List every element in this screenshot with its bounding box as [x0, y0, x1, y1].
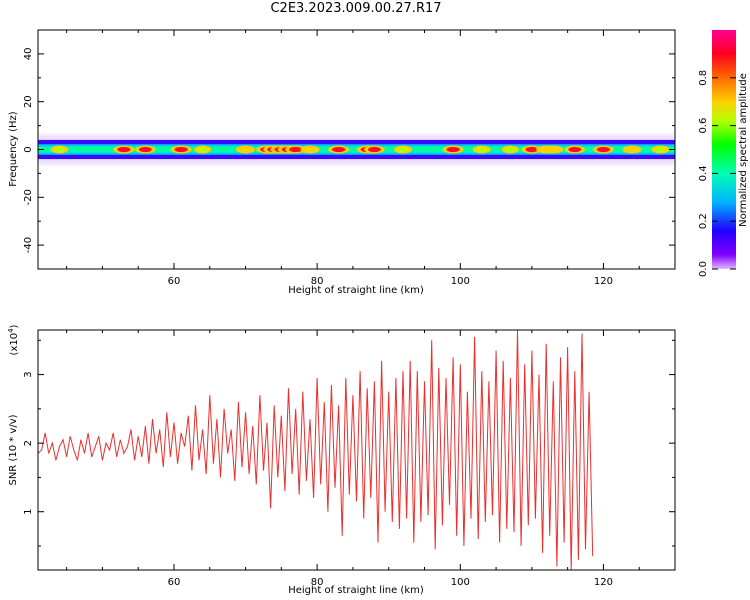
x-tick-label: 120 — [594, 276, 613, 287]
spectrogram-x-label: Height of straight line (km) — [288, 285, 424, 296]
colorbar-label: Normalized spectral amplitude — [738, 73, 749, 227]
snr-y-ticks: 1 2 3 — [23, 339, 675, 547]
y-tick-label: 1 — [23, 509, 34, 515]
snr-y-scale-exponent: 4 — [7, 328, 15, 333]
y-tick-label: -40 — [23, 237, 34, 253]
colorbar-tick-label: 0.8 — [698, 70, 709, 86]
x-tick-label: 60 — [168, 577, 181, 588]
y-tick-label: 3 — [23, 371, 34, 377]
band-peak — [476, 146, 488, 153]
band-peak — [239, 146, 252, 153]
band-peak — [446, 146, 460, 153]
band-peak — [289, 146, 303, 153]
x-tick-label: 60 — [168, 276, 181, 287]
band-peak — [397, 146, 409, 153]
y-tick-label: 20 — [23, 95, 34, 108]
y-tick-label: 2 — [23, 440, 34, 446]
snr-y-scale: (x104) — [7, 324, 20, 355]
x-tick-label: 120 — [594, 577, 613, 588]
spectrogram-y-label: Frequency (Hz) — [8, 111, 19, 187]
colorbar: 0.0 0.2 0.4 0.6 0.8 Normalized spectral ampl… — [698, 30, 749, 277]
band-peak — [626, 146, 638, 153]
band-peak — [596, 146, 611, 153]
y-tick-label: 40 — [23, 48, 34, 61]
x-tick-label: 100 — [451, 276, 470, 287]
snr-frame — [37, 329, 676, 571]
y-tick-label: -20 — [23, 189, 34, 205]
band-peak — [138, 146, 152, 153]
spectrogram-y-ticks: -40 -20 0 20 40 — [23, 29, 675, 270]
colorbar-tick-label: 0.0 — [698, 261, 709, 277]
colorbar-ticks: 0.0 0.2 0.4 0.6 0.8 — [698, 70, 736, 277]
spectrogram-x-ticks: 60 80 100 120 — [66, 30, 676, 287]
colorbar-tick-label: 0.6 — [698, 118, 709, 134]
x-tick-label: 100 — [451, 577, 470, 588]
colorbar-tick-label: 0.2 — [698, 213, 709, 229]
colorbar-tick-label: 0.4 — [698, 165, 709, 181]
spectrogram-band — [38, 134, 675, 165]
band-peak — [174, 146, 188, 153]
band-peak — [304, 146, 316, 153]
snr-y-label: SNR (10 * v/v) — [8, 414, 19, 485]
band-peak — [505, 146, 516, 153]
snr-x-ticks: 60 80 100 120 — [66, 330, 676, 588]
spectrogram-panel: 60 80 100 120 -40 -20 0 20 40 Height of straigh… — [8, 29, 676, 296]
snr-y-scale-suffix: ) — [9, 324, 20, 328]
snr-x-label: Height of straight line (km) — [288, 585, 424, 596]
svg-text:(x104): (x104) — [7, 324, 20, 355]
band-peak — [197, 146, 208, 153]
colorbar-gradient — [712, 30, 736, 269]
snr-y-scale-prefix: (x10 — [9, 333, 20, 356]
band-peak — [332, 146, 346, 153]
band-peak — [568, 146, 582, 153]
snr-series-line — [38, 330, 594, 570]
band-core — [38, 146, 675, 153]
snr-panel: 60 80 100 120 1 2 3 Height of straight line (… — [7, 324, 676, 596]
y-tick-label: 0 — [23, 146, 34, 152]
band-peak — [54, 146, 65, 153]
band-peak — [117, 146, 131, 153]
band-peak — [367, 146, 381, 153]
x-tick-label: 80 — [311, 577, 324, 588]
x-tick-label: 80 — [311, 276, 324, 287]
figure-title: C2E3.2023.009.00.27.R17 — [270, 1, 442, 16]
band-peak — [547, 146, 560, 153]
band-peak — [525, 146, 539, 153]
band-peak — [655, 146, 667, 153]
